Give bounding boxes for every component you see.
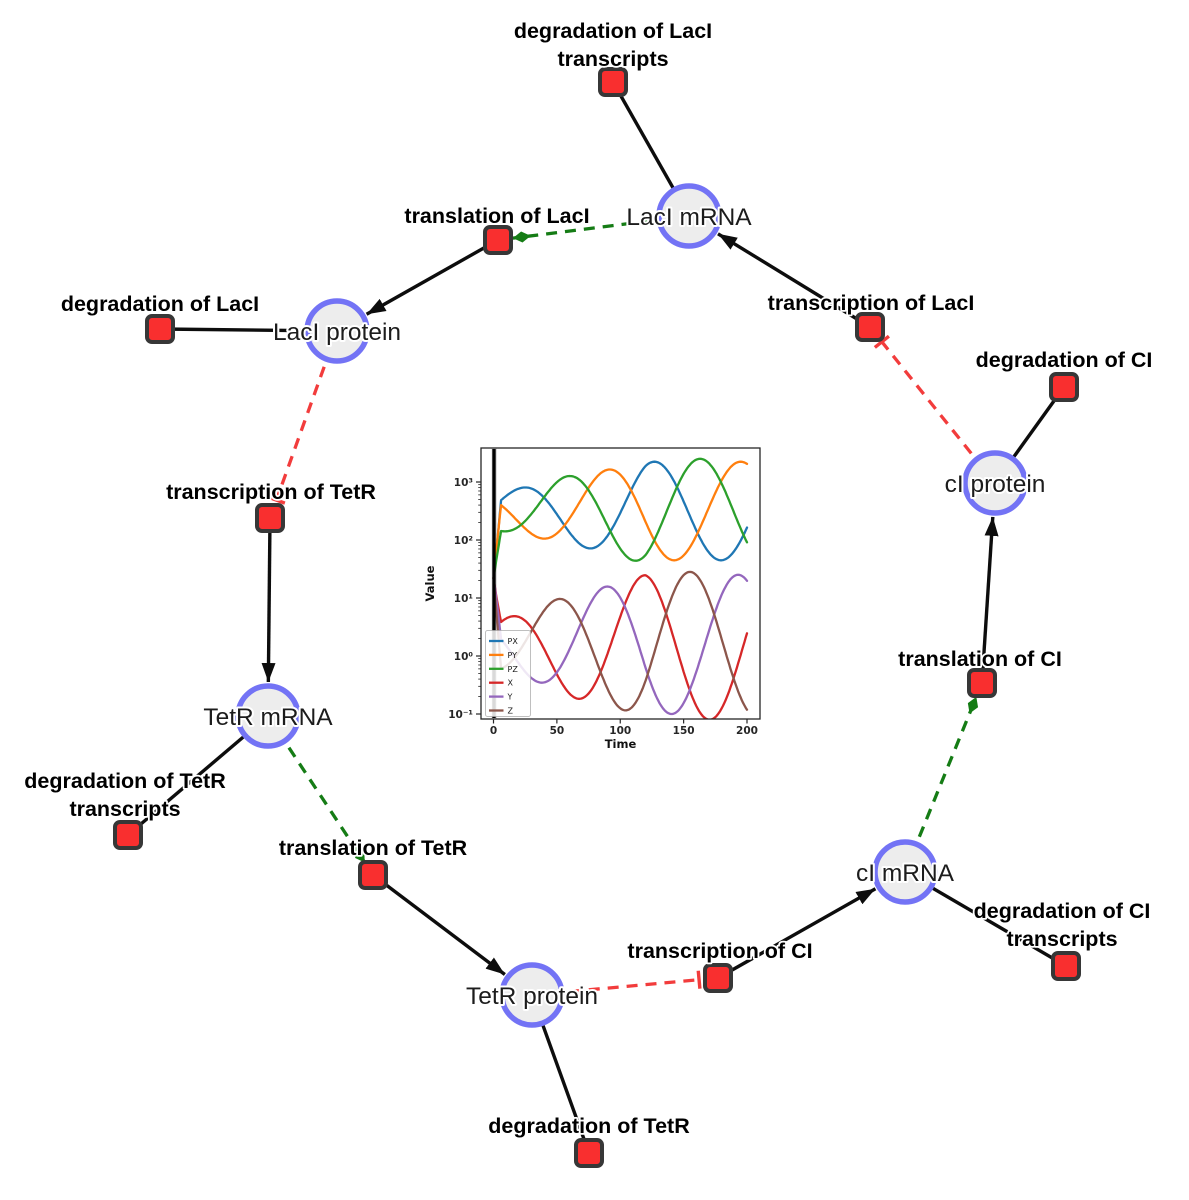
series-curve-PY: [492, 460, 749, 580]
reaction-node-degradation-of-tetr[interactable]: [574, 1138, 604, 1168]
species-label-tetr-mrna: TetR mRNA: [203, 704, 333, 731]
x-tick-label: 50: [550, 725, 565, 737]
reaction-label-degradation-of-tetr-transcripts-line2: transcripts: [69, 797, 180, 821]
reaction-node-translation-of-laci[interactable]: [483, 225, 513, 255]
edge-production-translation-of-ci-to-ci-protein: [980, 516, 999, 684]
series-curve-X: [492, 574, 749, 719]
reaction-node-degradation-of-ci[interactable]: [1049, 372, 1079, 402]
edge-production-transcription-of-laci-to-laci-mrna: [717, 232, 871, 329]
reaction-label-translation-of-tetr: translation of TetR: [279, 836, 468, 860]
y-tick-label: 10¹: [454, 593, 474, 605]
series-curve-Y: [492, 573, 749, 716]
edge-production-transcription-of-ci-to-ci-mrna: [717, 887, 877, 980]
legend-label-PX: PX: [508, 637, 519, 646]
species-label-laci-protein: LacI protein: [273, 319, 401, 346]
reaction-node-transcription-of-laci[interactable]: [855, 312, 885, 342]
reaction-node-degradation-of-laci-transcripts[interactable]: [598, 67, 628, 97]
species-node-tetr-protein[interactable]: [499, 962, 565, 1028]
legend-label-PZ: PZ: [508, 665, 519, 674]
species-node-tetr-mrna[interactable]: [235, 683, 301, 749]
y-tick-label: 10⁻¹: [448, 709, 473, 721]
reaction-label-degradation-of-ci-transcripts-line1: degradation of CI: [974, 899, 1151, 923]
reaction-label-translation-of-ci: translation of CI: [898, 647, 1062, 671]
edge-translation-link-ci-mrna-to-translation-of-ci: [903, 696, 979, 873]
legend-label-Z: Z: [508, 707, 514, 716]
reaction-label-transcription-of-tetr: transcription of TetR: [166, 480, 376, 504]
series-curve-PZ: [492, 457, 749, 580]
legend-label-Y: Y: [507, 693, 513, 702]
reaction-label-transcription-of-ci: transcription of CI: [627, 939, 812, 963]
y-tick-label: 10⁰: [454, 651, 474, 663]
legend-label-PY: PY: [508, 651, 518, 660]
edge-production-translation-of-laci-to-laci-protein: [365, 238, 499, 316]
inset-chart: 0 50 100 150 200 10⁻¹ 10⁰ 10¹ 10² 10³ Time Value PX P…: [423, 437, 777, 763]
reaction-label-translation-of-laci: translation of LacI: [404, 204, 589, 228]
legend-box: [485, 630, 531, 717]
species-label-ci-protein: cI protein: [945, 471, 1046, 498]
reaction-label-degradation-of-laci-transcripts-line2: transcripts: [557, 47, 668, 71]
series-curve-PX: [492, 460, 749, 580]
x-tick-label: 200: [736, 725, 758, 737]
series-curve-Z: [492, 570, 749, 712]
y-tick-label: 10³: [454, 477, 474, 489]
reaction-label-degradation-of-ci: degradation of CI: [976, 348, 1153, 372]
reaction-label-degradation-of-ci-transcripts-line2: transcripts: [1006, 927, 1117, 951]
x-tick-label: 0: [490, 725, 497, 737]
x-axis-title: Time: [605, 737, 637, 751]
reaction-node-degradation-of-tetr-transcripts[interactable]: [113, 820, 143, 850]
species-label-ci-mrna: cI mRNA: [856, 860, 955, 887]
species-label-tetr-protein: TetR protein: [466, 983, 598, 1010]
reaction-node-translation-of-tetr[interactable]: [358, 860, 388, 890]
reaction-label-degradation-of-laci-transcripts-line1: degradation of LacI: [514, 19, 712, 43]
edge-production-translation-of-tetr-to-tetr-protein: [371, 873, 506, 976]
edge-production-transcription-of-tetr-to-tetr-mrna: [261, 517, 276, 683]
reaction-node-translation-of-ci[interactable]: [967, 668, 997, 698]
species-node-laci-mrna[interactable]: [656, 183, 722, 249]
x-tick-label: 150: [673, 725, 695, 737]
y-axis-title: Value: [423, 565, 437, 601]
labels-layer: degradation of LacI transcripts translatio…: [23, 17, 1155, 1140]
reaction-label-degradation-of-tetr-transcripts-line1: degradation of TetR: [24, 769, 226, 793]
reaction-node-degradation-of-laci[interactable]: [145, 314, 175, 344]
reaction-label-degradation-of-laci: degradation of LacI: [61, 292, 259, 316]
species-label-laci-mrna: LacI mRNA: [626, 204, 752, 231]
y-tick-label: 10²: [454, 535, 474, 547]
species-node-laci-protein[interactable]: [304, 298, 370, 364]
reaction-label-degradation-of-tetr: degradation of TetR: [488, 1114, 690, 1138]
x-tick-label: 100: [609, 725, 631, 737]
reaction-node-degradation-of-ci-transcripts[interactable]: [1051, 951, 1081, 981]
reaction-node-transcription-of-tetr[interactable]: [255, 503, 285, 533]
species-node-ci-protein[interactable]: [962, 450, 1028, 516]
reaction-label-transcription-of-laci: transcription of LacI: [768, 291, 975, 315]
nodes-layer: [113, 67, 1081, 1168]
legend-label-X: X: [508, 679, 514, 688]
reaction-node-transcription-of-ci[interactable]: [703, 963, 733, 993]
species-node-ci-mrna[interactable]: [872, 839, 938, 905]
